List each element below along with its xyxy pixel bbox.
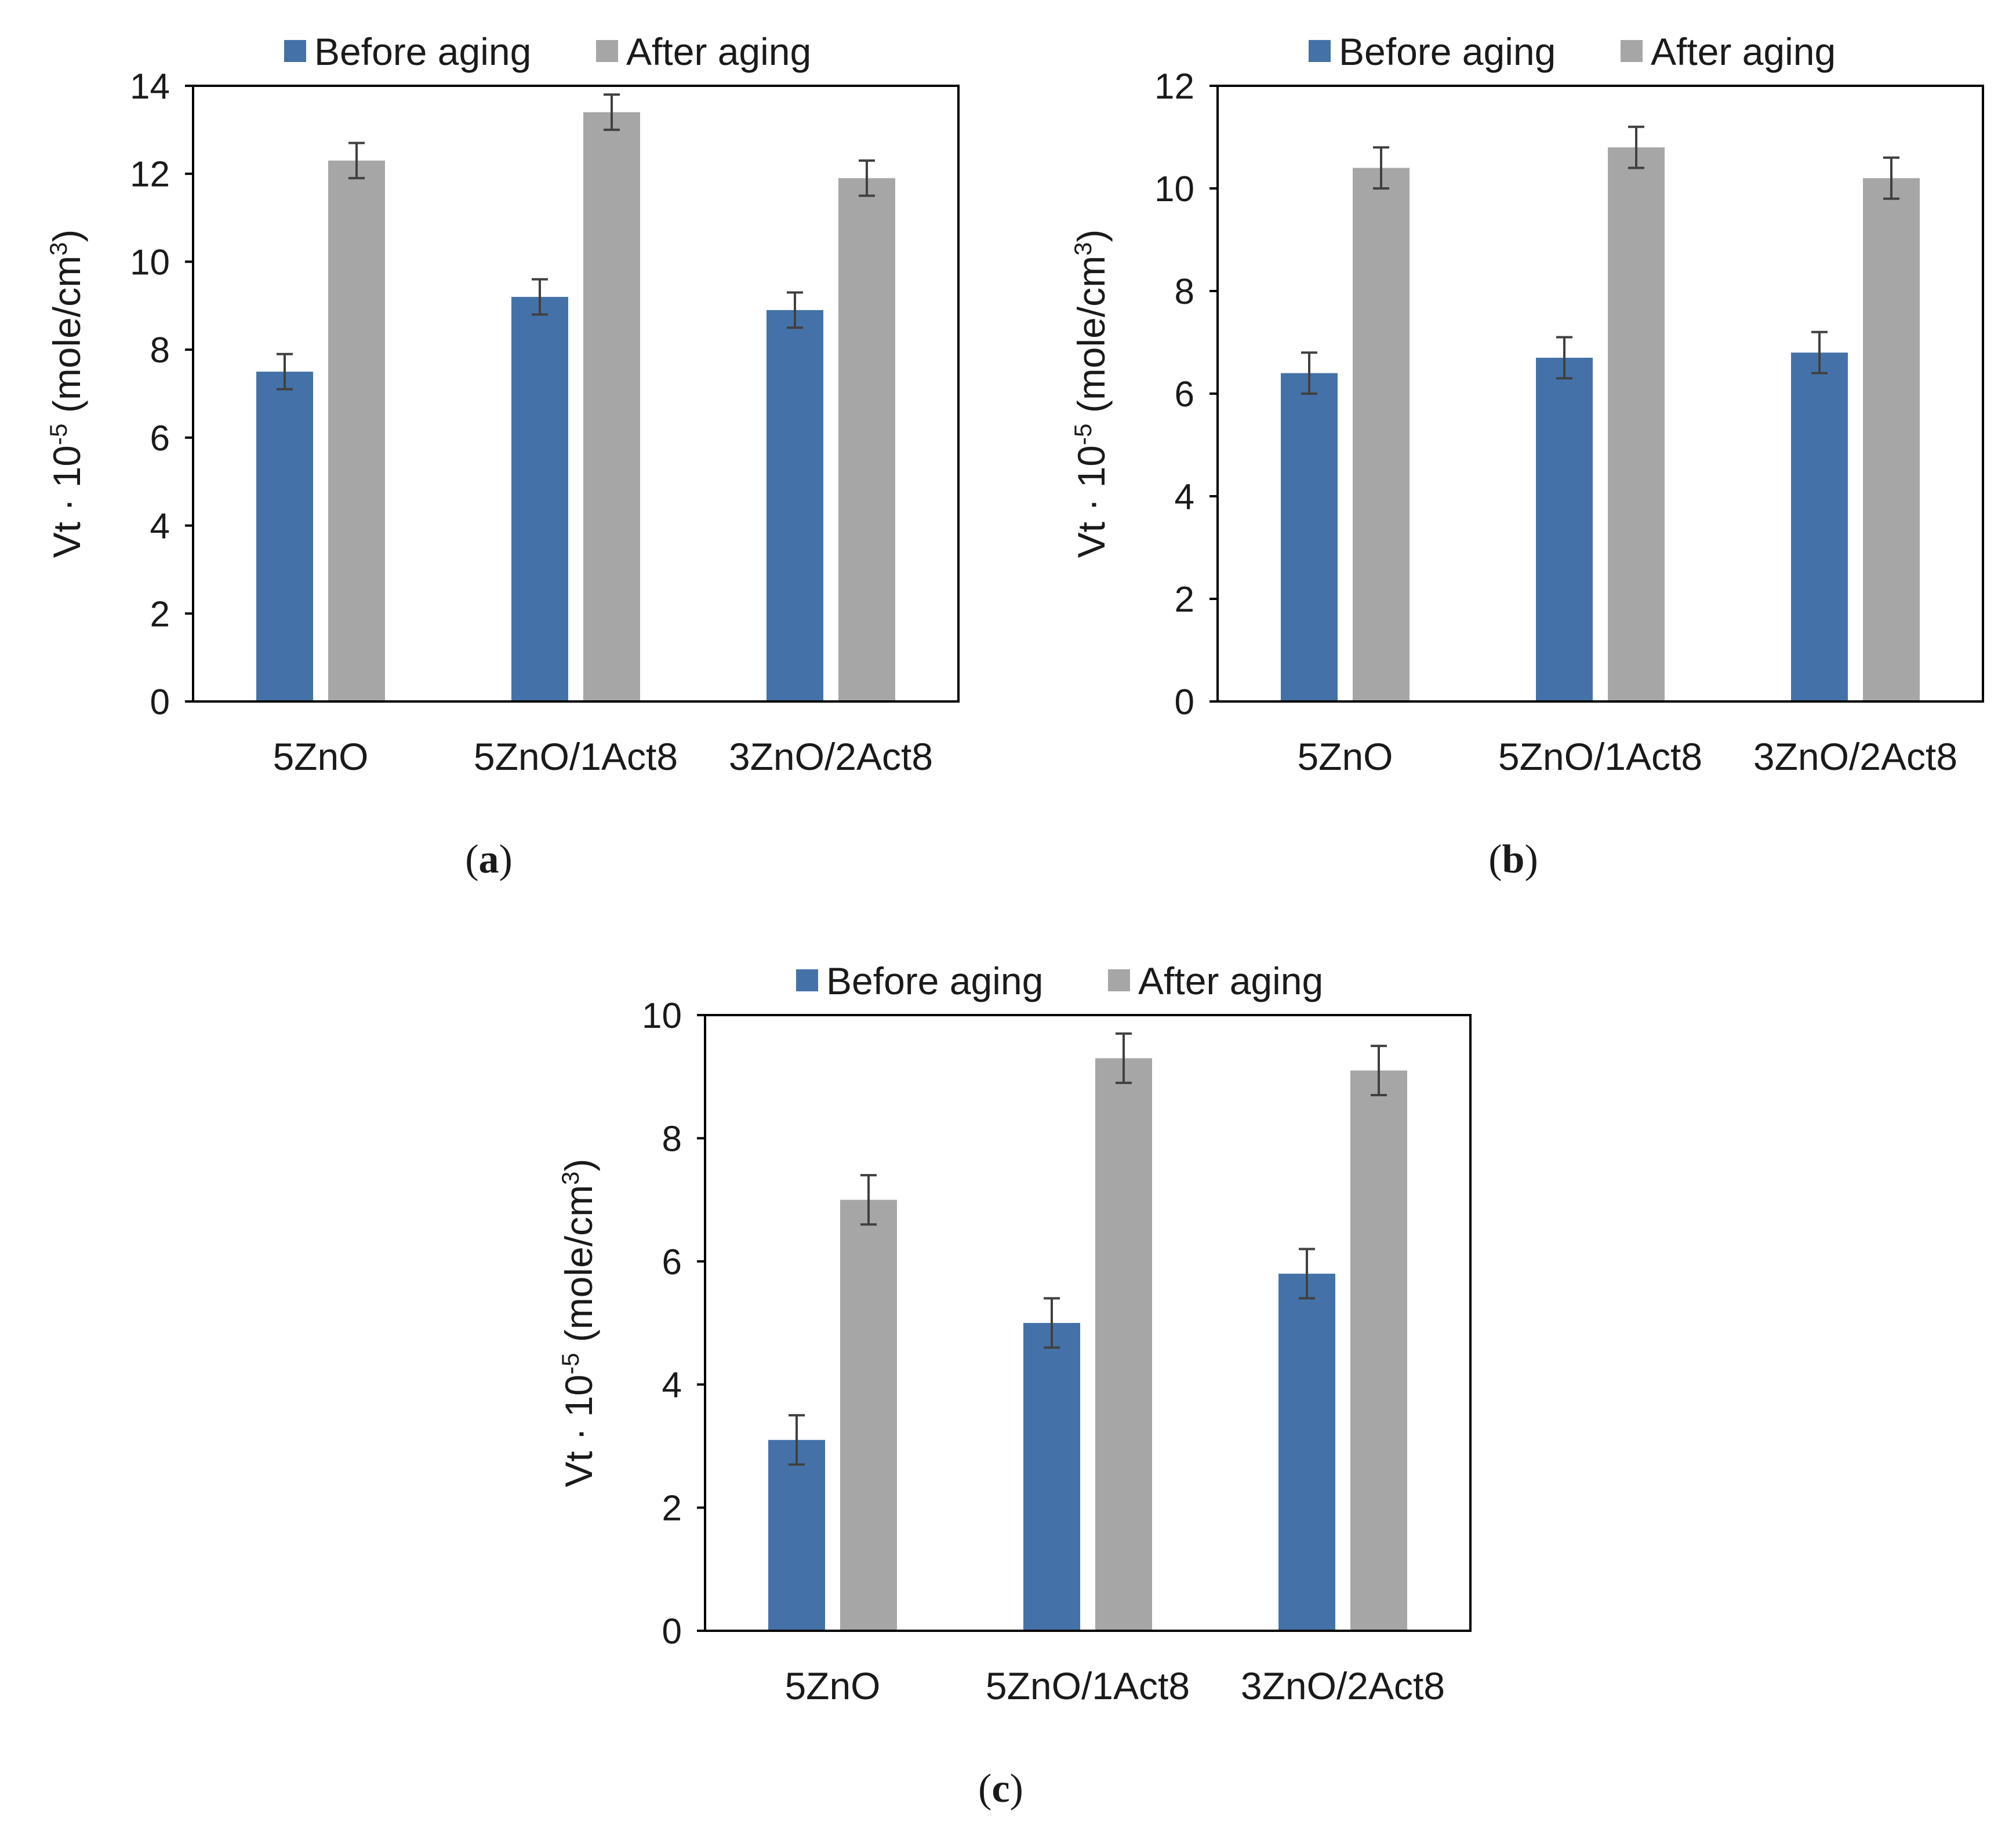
bar-after-0 [840,1199,897,1631]
y-axis-label: Vt · 10-5 (mole/cm3) [557,1159,600,1488]
category-label-0: 5ZnO [784,1664,880,1707]
category-label-2: 3ZnO/2Act8 [1753,735,1957,778]
y-tick-label: 2 [1175,580,1194,620]
legend-swatch-after [1108,969,1130,991]
y-axis-label: Vt · 10-5 (mole/cm3) [45,230,88,558]
bar-after-1 [1095,1058,1152,1631]
y-tick-label: 4 [150,507,170,547]
bar-after-1 [583,112,640,701]
bar-after-2 [1350,1070,1407,1631]
y-tick-label: 8 [1175,272,1194,312]
y-tick-label: 10 [642,996,682,1036]
caption-c: (c) [978,1766,1023,1811]
category-label-0: 5ZnO [1297,735,1393,778]
y-tick-label: 6 [1175,375,1194,415]
y-tick-label: 6 [150,419,170,459]
y-tick-label: 4 [1175,477,1194,517]
category-label-2: 3ZnO/2Act8 [1241,1664,1445,1707]
legend-swatch-before [1309,40,1331,62]
legend-label-after: After aging [1138,959,1323,1002]
category-label-1: 5ZnO/1Act8 [1498,735,1702,778]
plot-frame [1216,85,1984,703]
bar-before-2 [1791,352,1848,701]
bar-before-1 [1536,358,1593,701]
y-tick-label: 2 [662,1489,682,1529]
legend-swatch-after [596,40,618,62]
caption-b: (b) [1488,837,1538,882]
y-tick-label: 4 [662,1365,682,1405]
legend-swatch-before [796,969,818,991]
bar-after-0 [328,160,385,701]
legend-label-before: Before aging [314,30,531,73]
legend-label-after: After aging [1651,30,1836,73]
bar-before-2 [767,310,823,701]
bar-after-2 [838,178,895,701]
category-label-0: 5ZnO [273,735,368,778]
y-tick-label: 8 [150,330,170,370]
y-tick-label: 0 [150,682,170,722]
chart-panel-a: Before aging After aging 0 2 4 6 8 10 12 14 5ZnO 5Z… [45,30,960,882]
plot-frame [192,85,960,703]
plot-frame [704,1014,1472,1632]
y-tick-label: 0 [1175,682,1194,722]
y-tick-label: 0 [662,1612,682,1652]
legend: Before aging After aging [284,30,811,73]
caption-a: (a) [465,837,513,882]
legend: Before aging After aging [796,959,1323,1002]
legend-label-before: Before aging [826,959,1043,1002]
legend: Before aging After aging [1309,30,1836,73]
category-label-1: 5ZnO/1Act8 [474,735,678,778]
y-tick-label: 8 [662,1119,682,1159]
legend-label-before: Before aging [1339,30,1556,73]
bar-before-0 [768,1439,825,1631]
y-tick-label: 12 [130,155,170,195]
chart-panel-c: Before aging After aging 0 2 4 6 8 10 5ZnO 5ZnO/1… [557,959,1472,1811]
bar-before-0 [256,372,313,701]
chart-panel-b: Before aging After aging 0 2 4 6 8 10 12 5ZnO 5ZnO… [1069,30,1984,882]
y-tick-label: 2 [150,594,170,634]
legend-label-after: After aging [626,30,811,73]
y-tick-label: 10 [1154,169,1194,209]
legend-swatch-before [284,40,306,62]
bar-before-2 [1278,1274,1335,1631]
y-tick-label: 12 [1154,67,1194,107]
bar-after-0 [1353,168,1410,702]
bar-before-1 [511,297,568,701]
bar-after-1 [1608,147,1665,701]
y-tick-label: 10 [130,242,170,282]
y-axis-label: Vt · 10-5 (mole/cm3) [1069,230,1113,558]
y-tick-label: 6 [662,1242,682,1282]
category-label-2: 3ZnO/2Act8 [729,735,933,778]
bar-before-0 [1281,373,1338,701]
bar-before-1 [1023,1323,1080,1631]
bar-after-2 [1863,178,1920,701]
legend-swatch-after [1621,40,1643,62]
y-tick-label: 14 [130,67,170,107]
category-label-1: 5ZnO/1Act8 [986,1664,1190,1707]
